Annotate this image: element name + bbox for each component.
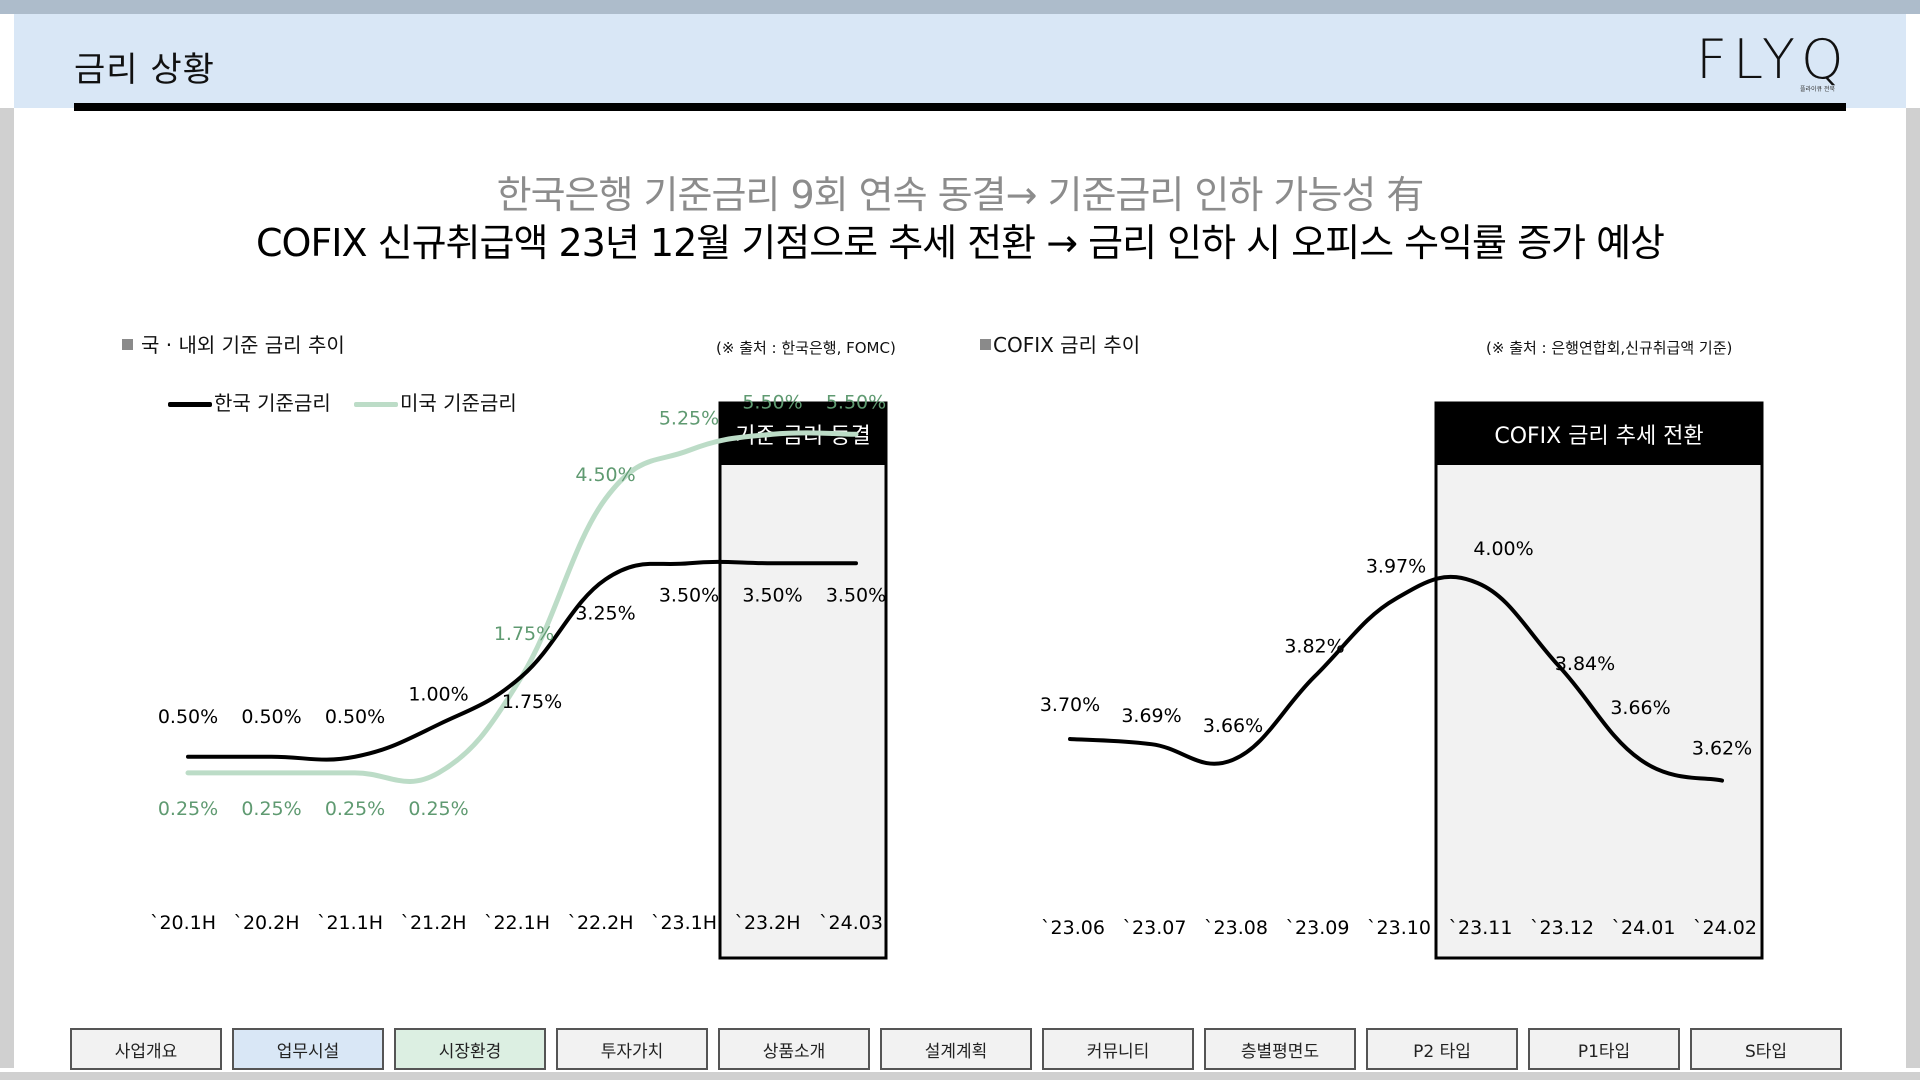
data-label-cofix: 4.00% <box>1473 538 1533 560</box>
data-label-us: 5.50% <box>742 391 802 413</box>
x-tick-label: `21.1H <box>317 912 383 934</box>
data-label-cofix: 3.66% <box>1203 715 1263 737</box>
data-label-us: 1.75% <box>494 623 554 645</box>
right-border <box>1906 108 1920 1068</box>
x-tick-label: `23.08 <box>1204 917 1268 939</box>
headline-line-2: COFIX 신규취급액 23년 12월 기점으로 추세 전환 → 금리 인하 시… <box>256 221 1665 265</box>
checkbox-icon <box>122 339 133 350</box>
data-label-us: 0.25% <box>158 798 218 820</box>
chart1-legend-korea: 한국 기준금리 <box>168 387 331 416</box>
data-label-korea: 1.75% <box>502 691 562 713</box>
data-label-cofix: 3.84% <box>1555 653 1615 675</box>
nav-tab[interactable]: 업무시설 <box>232 1028 384 1070</box>
brand-logo: FLYQ <box>1696 28 1850 91</box>
data-label-korea: 3.50% <box>742 584 802 606</box>
data-label-cofix: 3.66% <box>1610 697 1670 719</box>
chart1-highlight-box <box>718 401 888 960</box>
bottom-border <box>0 1072 1920 1080</box>
x-tick-label: `21.2H <box>400 912 466 934</box>
data-label-korea: 0.50% <box>241 706 301 728</box>
x-tick-label: `23.12 <box>1530 917 1594 939</box>
x-tick-label: `23.11 <box>1449 917 1513 939</box>
title-rule <box>74 103 1846 111</box>
data-label-cofix: 3.69% <box>1121 705 1181 727</box>
x-tick-label: `24.01 <box>1612 917 1676 939</box>
top-strip <box>0 0 1920 14</box>
chart1-highlight: 기준 금리 동결 <box>718 401 888 960</box>
chart2-title: COFIX 금리 추이 <box>980 329 1140 358</box>
page-title: 금리 상황 <box>74 50 215 90</box>
nav-tab[interactable]: 층별평면도 <box>1204 1028 1356 1070</box>
series-line-us <box>185 430 859 784</box>
chart1-title: 국 · 내외 기준 금리 추이 <box>122 329 345 358</box>
x-tick-label: `23.1H <box>651 912 717 934</box>
x-tick-label: `24.03 <box>819 912 883 934</box>
chart1-source: (※ 출처 : 한국은행, FOMC) <box>716 339 896 357</box>
x-tick-label: `23.10 <box>1367 917 1431 939</box>
x-tick-label: `23.09 <box>1286 917 1350 939</box>
data-label-cofix: 3.82% <box>1284 636 1344 658</box>
data-label-korea: 3.25% <box>575 602 635 624</box>
nav-tab[interactable]: 시장환경 <box>394 1028 546 1070</box>
data-label-us: 0.25% <box>241 798 301 820</box>
x-tick-label: `22.1H <box>484 912 550 934</box>
x-tick-label: `20.2H <box>233 912 299 934</box>
legend-line-icon <box>168 402 212 407</box>
nav-tab[interactable]: 설계계획 <box>880 1028 1032 1070</box>
x-tick-label: `23.06 <box>1041 917 1105 939</box>
chart2-highlight-header <box>1436 403 1762 465</box>
data-label-us: 0.25% <box>408 798 468 820</box>
data-label-korea: 1.00% <box>408 684 468 706</box>
checkbox-icon <box>980 339 991 350</box>
chart2-highlight: COFIX 금리 추세 전환 <box>1434 401 1764 960</box>
data-label-korea: 3.50% <box>659 584 719 606</box>
legend-line-icon <box>354 402 398 407</box>
nav-tab[interactable]: 커뮤니티 <box>1042 1028 1194 1070</box>
left-border <box>0 108 14 1068</box>
data-label-korea: 0.50% <box>325 706 385 728</box>
nav-tab[interactable]: S타입 <box>1690 1028 1842 1070</box>
data-label-us: 4.50% <box>575 464 635 486</box>
legend-korea-label: 한국 기준금리 <box>214 391 331 415</box>
chart1-title-text: 국 · 내외 기준 금리 추이 <box>141 333 345 357</box>
x-tick-label: `22.2H <box>567 912 633 934</box>
data-label-korea: 3.50% <box>826 584 886 606</box>
brand-logo-sub: 플라이큐 전북 <box>1800 86 1836 93</box>
chart2-highlight-box <box>1434 401 1764 960</box>
data-label-us: 0.25% <box>325 798 385 820</box>
data-label-korea: 0.50% <box>158 706 218 728</box>
chart1-legend-us: 미국 기준금리 <box>354 387 517 416</box>
x-tick-label: `23.2H <box>734 912 800 934</box>
x-tick-label: `23.07 <box>1123 917 1187 939</box>
data-label-cofix: 3.62% <box>1692 738 1752 760</box>
series-line-korea <box>186 559 858 762</box>
chart2-highlight-label: COFIX 금리 추세 전환 <box>1494 424 1703 449</box>
data-label-cofix: 3.70% <box>1040 694 1100 716</box>
x-tick-label: `24.02 <box>1693 917 1757 939</box>
header-band <box>14 14 1906 108</box>
nav-tab[interactable]: P2 타입 <box>1366 1028 1518 1070</box>
chart2-title-text: COFIX 금리 추이 <box>993 333 1141 357</box>
series-line-cofix <box>1068 574 1724 783</box>
nav-tab[interactable]: 투자가치 <box>556 1028 708 1070</box>
data-label-us: 5.50% <box>826 391 886 413</box>
nav-tab[interactable]: P1타입 <box>1528 1028 1680 1070</box>
legend-us-label: 미국 기준금리 <box>400 391 517 415</box>
nav-tab[interactable]: 사업개요 <box>70 1028 222 1070</box>
x-tick-label: `20.1H <box>150 912 216 934</box>
chart2-source: (※ 출처 : 은행연합회,신규취급액 기준) <box>1486 339 1733 357</box>
headline-line-1: 한국은행 기준금리 9회 연속 동결→ 기준금리 인하 가능성 有 <box>496 173 1425 217</box>
data-label-cofix: 3.97% <box>1366 556 1426 578</box>
data-label-us: 5.25% <box>659 407 719 429</box>
nav-tab[interactable]: 상품소개 <box>718 1028 870 1070</box>
